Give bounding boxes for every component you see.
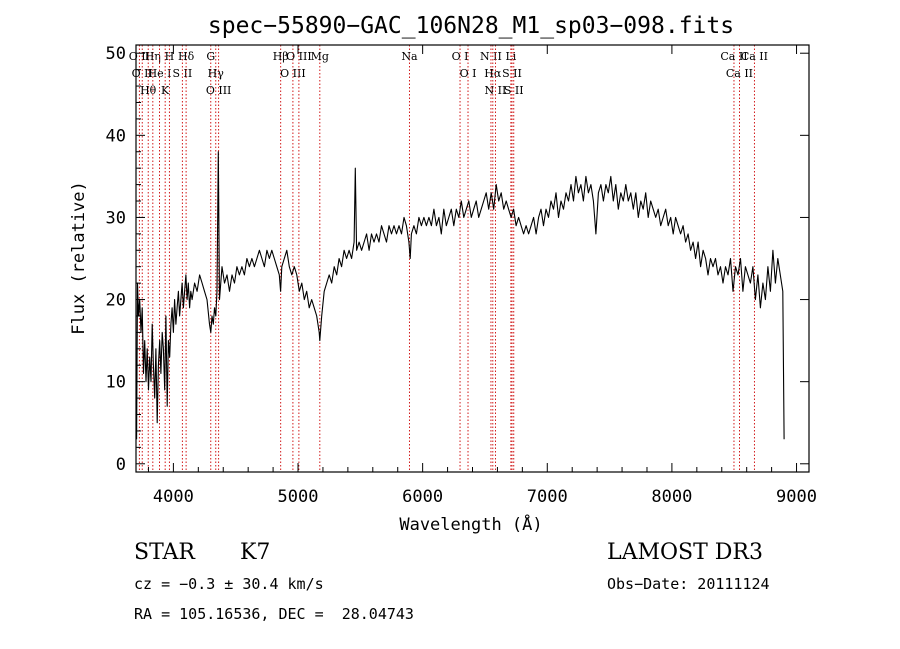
y-tick-label: 40 <box>106 126 126 146</box>
y-tick-label: 20 <box>106 291 126 311</box>
line-marker-label: O I <box>460 67 477 80</box>
line-marker-label: S II <box>172 67 192 80</box>
x-tick-label: 6000 <box>402 487 443 507</box>
plot-frame <box>135 44 810 473</box>
y-tick-label: 30 <box>106 208 126 228</box>
line-marker-label: Hδ <box>178 50 195 63</box>
line-marker-label: He I <box>148 67 172 80</box>
line-marker-label: Ca II <box>720 50 747 63</box>
line-marker-label: O III <box>280 67 306 80</box>
object-type: STAR <box>134 540 195 565</box>
spectral-subclass: K7 <box>240 540 271 565</box>
coordinates: RA = 105.16536, DEC = 28.04743 <box>134 605 414 623</box>
line-marker-label: N II <box>485 84 507 97</box>
line-marker-label: Li <box>505 50 516 63</box>
line-marker-label: O II <box>132 67 153 80</box>
line-marker-label: H <box>165 50 175 63</box>
line-marker-label: Hθ <box>140 84 157 97</box>
y-axis-label: Flux (relative) <box>69 181 89 335</box>
x-tick-label: 8000 <box>651 487 692 507</box>
line-marker-label: Ca II <box>726 67 753 80</box>
chart-title: spec−55890−GAC_106N28_M1_sp03−098.fits <box>208 13 734 39</box>
axis-ticks: 4000 5000 6000 7000 8000 9000 0 10 20 30 40 50 <box>106 44 817 507</box>
series-line-flux <box>136 151 785 440</box>
line-marker-label: Mg <box>311 50 329 63</box>
line-marker-label: Hβ <box>273 50 289 63</box>
line-marker-label: Hη <box>145 50 161 63</box>
line-marker-label: O III <box>206 84 232 97</box>
x-tick-label: 5000 <box>278 487 319 507</box>
y-tick-label: 10 <box>106 373 126 393</box>
x-axis-label: Wavelength (Å) <box>399 513 542 535</box>
line-marker-label: S II <box>504 84 524 97</box>
survey-name: LAMOST DR3 <box>607 540 763 565</box>
x-tick-label: 9000 <box>776 487 817 507</box>
observation-date: Obs−Date: 20111124 <box>607 575 770 593</box>
line-marker-label: K <box>161 84 170 97</box>
line-marker-label: S II <box>502 67 522 80</box>
x-tick-label: 4000 <box>153 487 194 507</box>
line-marker-label: N II <box>480 50 502 63</box>
line-marker-label: O I <box>452 50 469 63</box>
redshift-velocity: cz = −0.3 ± 30.4 km/s <box>134 575 324 593</box>
flux-series <box>136 151 785 440</box>
x-tick-label: 7000 <box>527 487 568 507</box>
line-marker-label: Hγ <box>208 67 225 80</box>
line-marker-label: G <box>206 50 215 63</box>
line-marker-label: Hα <box>484 67 502 80</box>
line-marker-label: Na <box>401 50 418 63</box>
line-marker-label: Ca II <box>741 50 768 63</box>
y-tick-label: 50 <box>106 44 126 64</box>
y-tick-label: 0 <box>116 455 126 475</box>
line-marker-label: O III <box>286 50 312 63</box>
